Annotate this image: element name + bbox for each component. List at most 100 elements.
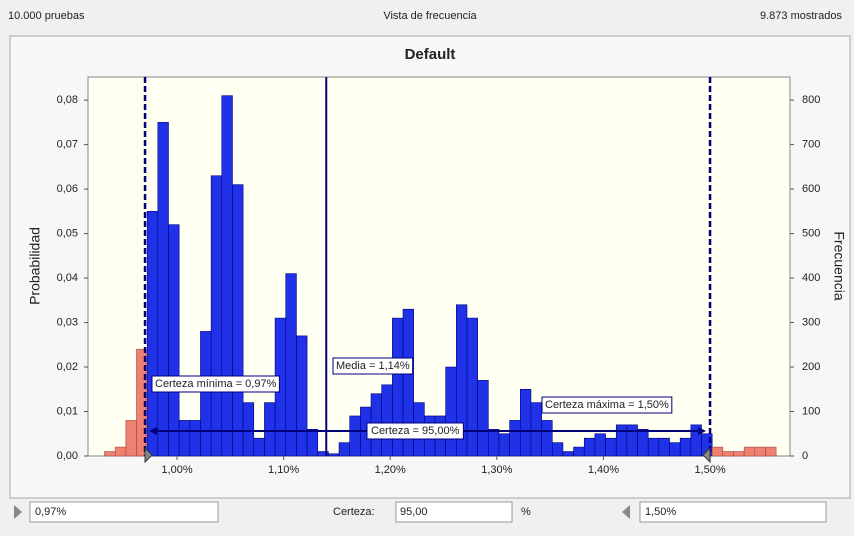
y2-tick-label: 200 [802,361,820,373]
y-tick-label: 0,05 [57,227,78,239]
y2-tick-label: 400 [802,272,820,284]
min-value[interactable]: 0,97% [35,506,66,518]
x-tick-label: 1,20% [375,464,406,476]
bar [733,451,745,457]
y-tick-label: 0,06 [57,183,78,195]
bar [178,420,191,457]
max-value[interactable]: 1,50% [645,506,676,518]
bar [157,122,169,457]
y-axis-title: Probabilidad [27,227,43,305]
min-grip-icon[interactable] [14,505,22,519]
bar [551,442,564,457]
plot: 0,00 0,01 0,02 0,03 0,04 0,05 0,06 0,07 0,08 0 100… [57,77,820,476]
min-input[interactable] [29,501,219,523]
max-grip-icon[interactable] [622,505,630,519]
view-name: Vista de frecuencia [383,10,477,22]
y2-tick-label: 800 [802,94,820,106]
x-tick-label: 1,50% [694,464,725,476]
bar [711,446,724,457]
bar [519,388,532,457]
y-tick-label: 0,08 [57,94,78,106]
x-tick-label: 1,30% [481,464,512,476]
max-input[interactable] [639,501,827,523]
bar [306,429,319,457]
y2-tick-label: 100 [802,405,820,417]
bar [328,453,340,457]
bar [221,95,233,457]
marker-label: Certeza máxima = 1,50% [545,399,669,411]
bar [765,446,777,457]
bar [242,402,255,457]
bar [285,273,297,457]
y-tick-label: 0,04 [57,272,78,284]
y-tick-label: 0,00 [57,450,78,462]
bar [669,442,681,457]
bar [189,420,201,457]
bar [488,429,500,457]
bar [647,437,660,457]
certainty-input[interactable] [395,501,513,523]
bar [466,317,478,457]
certainty-value[interactable]: 95,00 [400,506,428,518]
max-grip[interactable] [702,446,711,464]
x-tick-label: 1,10% [268,464,299,476]
bar [114,446,127,457]
shown: 9.873 mostrados [760,10,842,22]
y2-tick-label: 0 [802,450,808,462]
x-tick-label: 1,00% [161,464,192,476]
bar [210,175,223,457]
bar [637,429,649,457]
bar [338,442,351,457]
bar [530,402,542,457]
bar [381,384,393,457]
bar [264,402,276,457]
marker-label: Media = 1,14% [336,360,410,372]
bar [125,420,137,457]
y-tick-label: 0,01 [57,405,78,417]
bar [402,308,414,457]
plot-area [87,76,791,457]
chart-title: Default [405,46,456,63]
y2-tick-label: 500 [802,227,820,239]
bar [445,366,457,457]
header-bar [0,0,854,30]
y2-tick-label: 700 [802,139,820,151]
certainty-label: Certeza = 95,00% [371,425,460,437]
bar [253,437,265,457]
bar [104,451,116,457]
bar [583,437,596,457]
bar [658,437,670,457]
marker-label-box [332,357,414,375]
marker-label: Certeza mínima = 0,97% [155,378,277,390]
marker-label-box [151,375,280,393]
marker-label-box [541,396,673,414]
bar [477,380,489,457]
bar [296,335,308,457]
bar [232,184,244,457]
min-grip[interactable] [144,446,153,464]
bar [594,433,606,457]
y2-tick-label: 600 [802,183,820,195]
bar [754,446,766,457]
bar [541,420,553,457]
bar [626,424,638,457]
bar [168,224,180,457]
trials: 10.000 pruebas [8,10,85,22]
y-tick-label: 0,02 [57,361,78,373]
bar [743,446,756,457]
bar [200,331,212,457]
bar [562,451,574,457]
bar [573,446,585,457]
certainty-unit: % [521,506,531,518]
bar [349,415,361,457]
bar [605,437,617,457]
bar [498,433,510,457]
bar [679,437,692,457]
y-tick-label: 0,07 [57,139,78,151]
bar [615,424,628,457]
x-tick-label: 1,40% [588,464,619,476]
y-tick-label: 0,03 [57,316,78,328]
y2-axis-title: Frecuencia [831,231,847,300]
